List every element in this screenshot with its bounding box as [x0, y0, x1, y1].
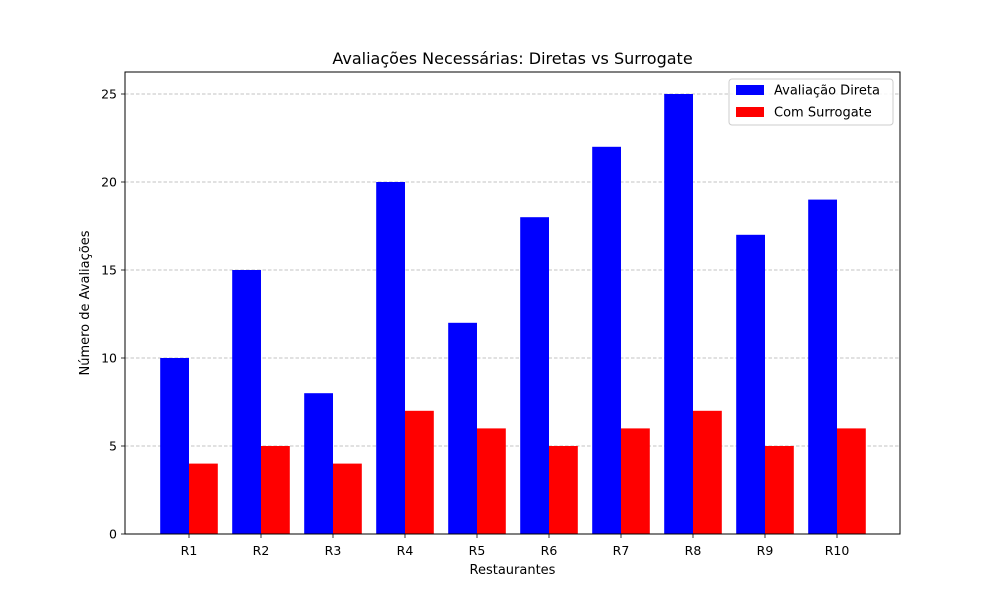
bar-surrogate-r9 — [765, 446, 794, 534]
legend-label: Avaliação Direta — [774, 84, 880, 99]
bar-surrogate-r10 — [837, 428, 866, 534]
x-tick-label: R4 — [397, 543, 414, 558]
y-tick-label: 20 — [101, 175, 117, 190]
bar-surrogate-r5 — [477, 428, 506, 534]
bar-surrogate-r8 — [693, 410, 722, 534]
bar-direta-r10 — [808, 199, 837, 534]
x-tick-label: R10 — [825, 543, 850, 558]
bar-surrogate-r3 — [333, 463, 362, 534]
legend-box — [728, 78, 894, 126]
chart-title: Avaliações Necessárias: Diretas vs Surro… — [332, 49, 692, 68]
bars — [160, 94, 866, 535]
bar-surrogate-r4 — [405, 410, 434, 534]
bar-direta-r6 — [520, 217, 549, 534]
x-tick-label: R1 — [181, 543, 198, 558]
x-tick-label: R5 — [469, 543, 486, 558]
x-tick-label: R7 — [613, 543, 630, 558]
bar-surrogate-r2 — [261, 446, 290, 534]
y-axis-label: Número de Avaliações — [78, 230, 93, 375]
legend: Avaliação Direta Com Surrogate — [728, 78, 894, 126]
x-tick-label: R3 — [325, 543, 342, 558]
x-tick-label: R9 — [757, 543, 774, 558]
bar-direta-r9 — [736, 234, 765, 535]
y-tick-label: 10 — [101, 351, 117, 366]
bar-direta-r1 — [160, 358, 189, 534]
bar-direta-r4 — [376, 182, 405, 534]
bar-surrogate-r6 — [549, 446, 578, 534]
legend-swatch — [736, 107, 764, 117]
bar-direta-r2 — [232, 270, 261, 534]
y-tick-label: 5 — [109, 439, 117, 454]
bar-direta-r5 — [448, 322, 477, 534]
y-tick-label: 25 — [101, 87, 117, 102]
x-tick-label: R2 — [253, 543, 270, 558]
axes-frame — [124, 71, 901, 535]
legend-label: Com Surrogate — [774, 106, 872, 121]
axis-ticks: 0 5 10 15 20 25 R1 R2 R3 R4 R5 R6 R7 R8 R9 R10 — [101, 87, 849, 559]
bar-direta-r3 — [304, 393, 333, 534]
legend-swatch — [736, 85, 764, 95]
x-tick-label: R8 — [685, 543, 702, 558]
x-axis-label: Restaurantes — [470, 563, 556, 578]
y-tick-label: 15 — [101, 263, 117, 278]
bar-surrogate-r1 — [189, 463, 218, 534]
x-tick-label: R6 — [541, 543, 558, 558]
bar-direta-r7 — [592, 146, 621, 535]
y-tick-label: 0 — [109, 527, 117, 542]
bar-surrogate-r7 — [621, 428, 650, 534]
bar-direta-r8 — [664, 94, 693, 534]
